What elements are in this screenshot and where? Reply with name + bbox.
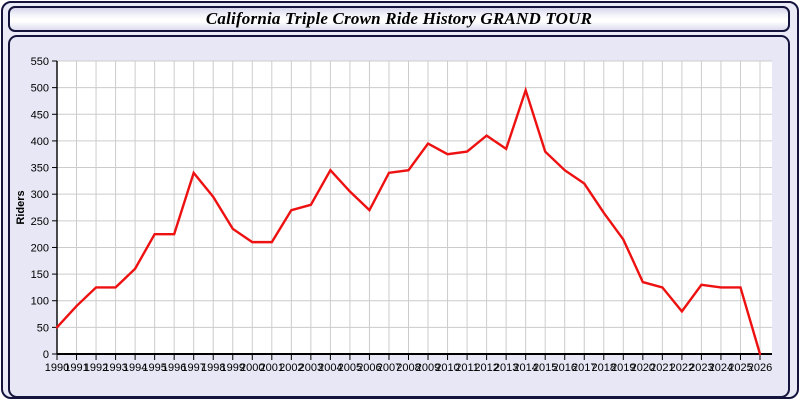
x-tick-labels: 1990199119921993199419951996199719981999… [45,362,772,374]
svg-text:2015: 2015 [533,362,557,374]
svg-text:1999: 1999 [221,362,245,374]
chart-title: California Triple Crown Ride History GRA… [205,9,593,28]
y-tick-labels: 0 50 100 150 200 250 300 350 400 450 500 550 [31,56,49,361]
svg-text:450: 450 [31,109,49,121]
svg-text:50: 50 [37,322,49,334]
svg-text:2018: 2018 [592,362,616,374]
svg-text:300: 300 [31,189,49,201]
svg-text:1993: 1993 [103,362,127,374]
svg-text:2006: 2006 [357,362,381,374]
svg-text:1994: 1994 [123,362,147,374]
svg-text:1995: 1995 [142,362,166,374]
svg-text:2023: 2023 [689,362,713,374]
svg-text:400: 400 [31,136,49,148]
svg-text:250: 250 [31,216,49,228]
svg-text:2021: 2021 [650,362,674,374]
svg-text:2019: 2019 [611,362,635,374]
svg-text:1991: 1991 [64,362,88,374]
svg-text:2016: 2016 [552,362,576,374]
svg-text:1998: 1998 [201,362,225,374]
svg-text:0: 0 [43,349,49,361]
svg-text:1997: 1997 [181,362,205,374]
svg-text:2004: 2004 [318,362,342,374]
data-line-riders [55,86,762,356]
chart-panel: 0 50 100 150 200 250 300 350 400 450 500 550 1990 199… [8,35,790,398]
svg-text:2013: 2013 [494,362,518,374]
svg-text:2011: 2011 [455,362,479,374]
svg-text:550: 550 [31,56,49,68]
svg-text:500: 500 [31,83,49,95]
svg-text:2001: 2001 [260,362,284,374]
svg-text:1996: 1996 [162,362,186,374]
svg-text:1992: 1992 [84,362,108,374]
axes [56,61,772,355]
svg-text:2020: 2020 [631,362,655,374]
svg-text:2014: 2014 [513,362,537,374]
svg-text:2007: 2007 [377,362,401,374]
svg-text:150: 150 [31,269,49,281]
svg-text:2002: 2002 [279,362,303,374]
svg-text:2009: 2009 [416,362,440,374]
svg-text:2003: 2003 [299,362,323,374]
svg-text:100: 100 [31,296,49,308]
svg-text:2000: 2000 [240,362,264,374]
svg-text:2022: 2022 [670,362,694,374]
svg-text:2010: 2010 [435,362,459,374]
svg-text:1990: 1990 [45,362,69,374]
svg-text:2008: 2008 [396,362,420,374]
svg-text:2024: 2024 [709,362,733,374]
svg-text:2005: 2005 [338,362,362,374]
svg-text:200: 200 [31,242,49,254]
riders-line-chart: 0501001502002503003504004505005501990199… [15,56,772,374]
title-bar: California Triple Crown Ride History GRA… [8,6,790,32]
grid-lines [57,60,772,354]
svg-text:2026: 2026 [748,362,772,374]
tick-marks [52,60,761,360]
svg-text:2025: 2025 [728,362,752,374]
y-axis-title: Riders [15,190,27,224]
svg-text:350: 350 [31,163,49,175]
svg-text:2017: 2017 [572,362,596,374]
plot-area [57,61,772,354]
svg-text:2012: 2012 [474,362,498,374]
